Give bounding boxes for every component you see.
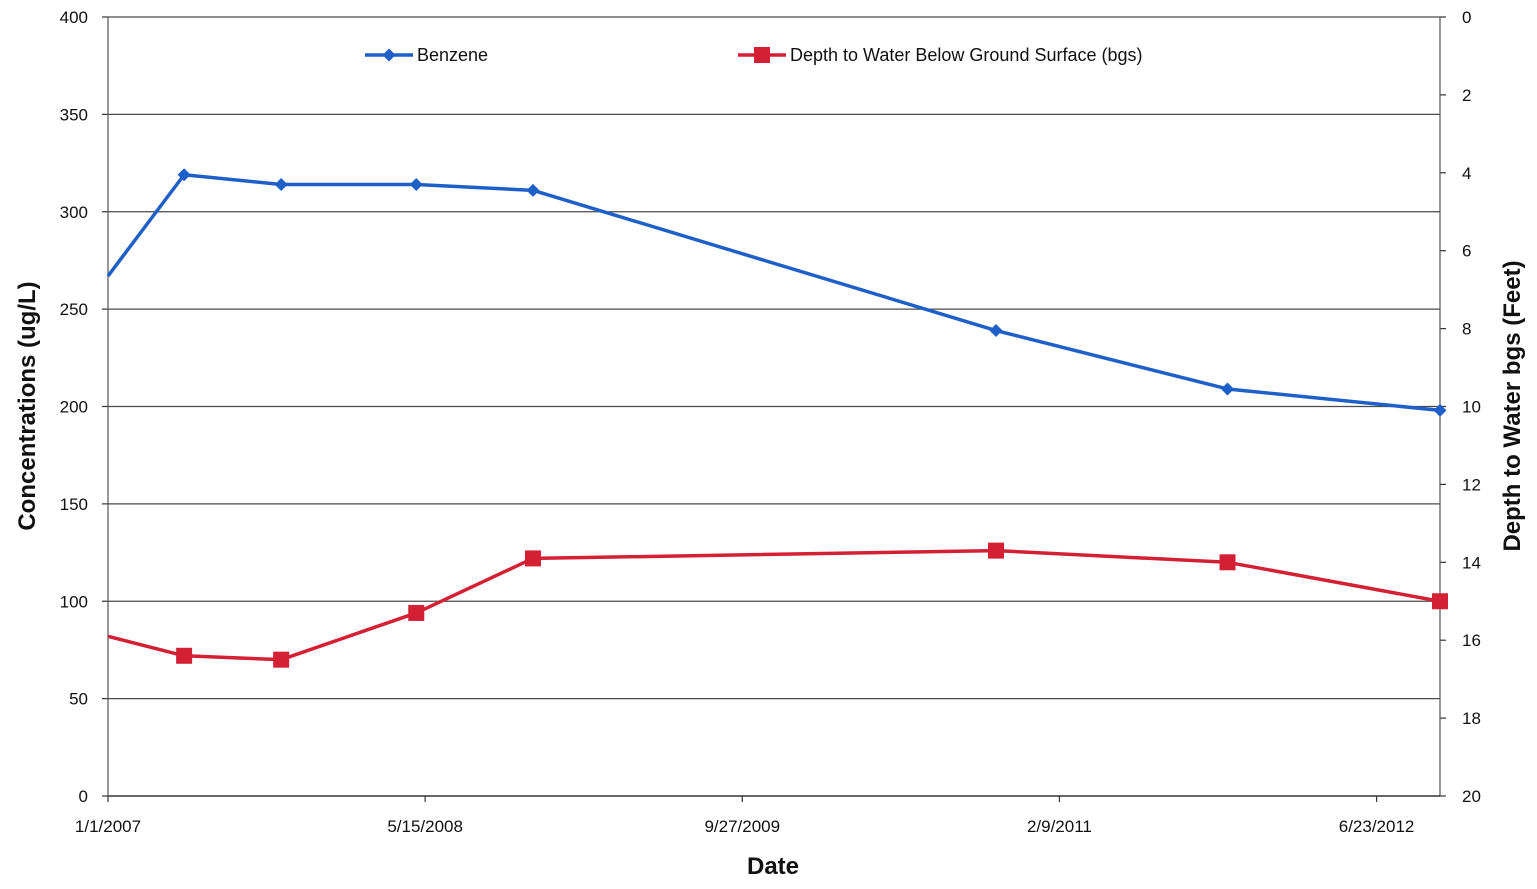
data-point (176, 647, 193, 664)
data-point (1221, 382, 1235, 396)
data-point (382, 48, 396, 62)
y-right-tick-label: 14 (1462, 553, 1481, 572)
x-tick-label: 2/9/2011 (1027, 817, 1092, 836)
series-depth-to-water (107, 542, 1448, 668)
x-tick-label: 9/27/2009 (704, 817, 780, 836)
series-line (107, 548, 1441, 662)
x-tick-label: 1/1/2007 (75, 817, 141, 836)
x-tick-label: 5/15/2008 (387, 817, 463, 836)
y-right-tick-label: 2 (1462, 86, 1471, 105)
series (106, 168, 1448, 668)
y-right-tick-label: 20 (1462, 787, 1481, 806)
data-point (526, 183, 540, 197)
data-point (1219, 554, 1236, 571)
legend-item: Depth to Water Below Ground Surface (bgs… (738, 45, 1143, 65)
x-axis-title: Date (747, 853, 799, 880)
y-left-tick-label: 0 (79, 787, 88, 806)
data-point (177, 168, 191, 182)
y-left-tick-label: 250 (60, 300, 88, 319)
data-point (989, 324, 1003, 338)
legend-label: Benzene (417, 45, 488, 65)
legend-label: Depth to Water Below Ground Surface (bgs… (790, 45, 1143, 65)
legend: Benzene Depth to Water Below Ground Surfa… (365, 45, 1143, 65)
y-right-tick-label: 0 (1462, 8, 1471, 27)
y-axis-left-title: Concentrations (ug/L) (14, 281, 41, 530)
y-axis-right-title: Depth to Water bgs (Feet) (1499, 260, 1526, 551)
data-point (988, 542, 1004, 559)
data-point (1433, 403, 1447, 417)
y-left-tick-label: 300 (60, 203, 88, 222)
x-tick-label: 6/23/2012 (1339, 817, 1415, 836)
y-right-tick-label: 6 (1462, 242, 1471, 261)
y-right-tick-label: 18 (1462, 709, 1481, 728)
data-point (274, 177, 288, 191)
y-right-tick-label: 4 (1462, 164, 1471, 183)
y-left-tick-label: 100 (60, 592, 88, 611)
y-left-tick-label: 150 (60, 495, 88, 514)
legend-item: Benzene (365, 45, 488, 65)
y-right-tick-label: 12 (1462, 475, 1481, 494)
gridlines (108, 16, 1440, 700)
y-right-tick-label: 10 (1462, 398, 1481, 417)
data-point (524, 550, 541, 567)
y-left-tick-label: 350 (60, 105, 88, 124)
y-right-tick-label: 8 (1462, 320, 1471, 339)
series-benzene (106, 168, 1447, 417)
data-point (754, 47, 770, 63)
y-left-tick-label: 50 (69, 690, 88, 709)
y-left-tick-label: 200 (60, 398, 88, 417)
axes: 0 50 100 150 200 250 300 350 400 0 2 4 6 8 10 12 14 16 18 2… (60, 8, 1481, 836)
data-point (408, 604, 425, 621)
data-point (409, 177, 423, 191)
data-point (1432, 593, 1448, 610)
data-point (273, 651, 290, 668)
y-left-tick-label: 400 (60, 8, 88, 27)
series-line (106, 172, 1441, 413)
y-right-tick-label: 16 (1462, 631, 1481, 650)
